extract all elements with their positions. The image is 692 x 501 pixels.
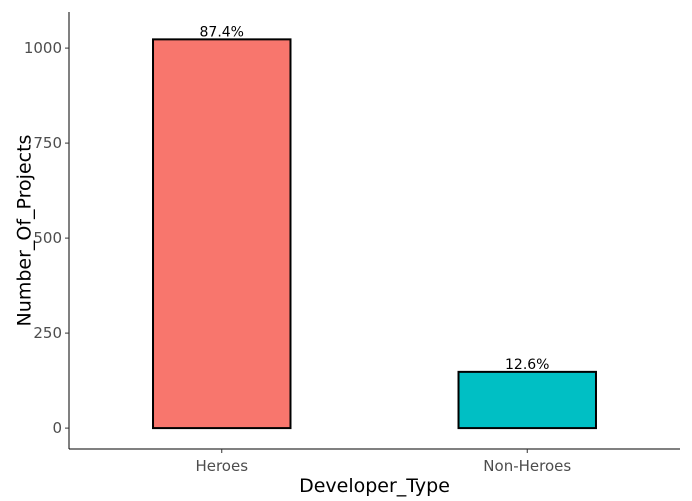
bars: 87.4% 12.6% xyxy=(152,24,597,430)
x-ticks: Heroes Non-Heroes xyxy=(195,449,571,475)
bar-data-label: 12.6% xyxy=(505,357,549,373)
bar-non-heroes xyxy=(457,370,597,430)
bar-heroes xyxy=(152,38,292,430)
y-axis-title: Number_Of_Projects xyxy=(14,135,36,327)
x-tick-label: Heroes xyxy=(195,457,248,475)
y-tick-label: 250 xyxy=(33,324,62,342)
x-axis-title: Developer_Type xyxy=(299,475,450,497)
y-tick-label: 0 xyxy=(52,419,62,437)
y-ticks: 0 250 500 750 1000 xyxy=(24,39,69,437)
y-tick-label: 1000 xyxy=(24,39,62,57)
x-tick-label: Non-Heroes xyxy=(483,457,571,475)
bar-data-label: 87.4% xyxy=(200,24,244,40)
y-tick-label: 750 xyxy=(33,134,62,152)
axes xyxy=(68,12,680,450)
y-tick-label: 500 xyxy=(33,229,62,247)
